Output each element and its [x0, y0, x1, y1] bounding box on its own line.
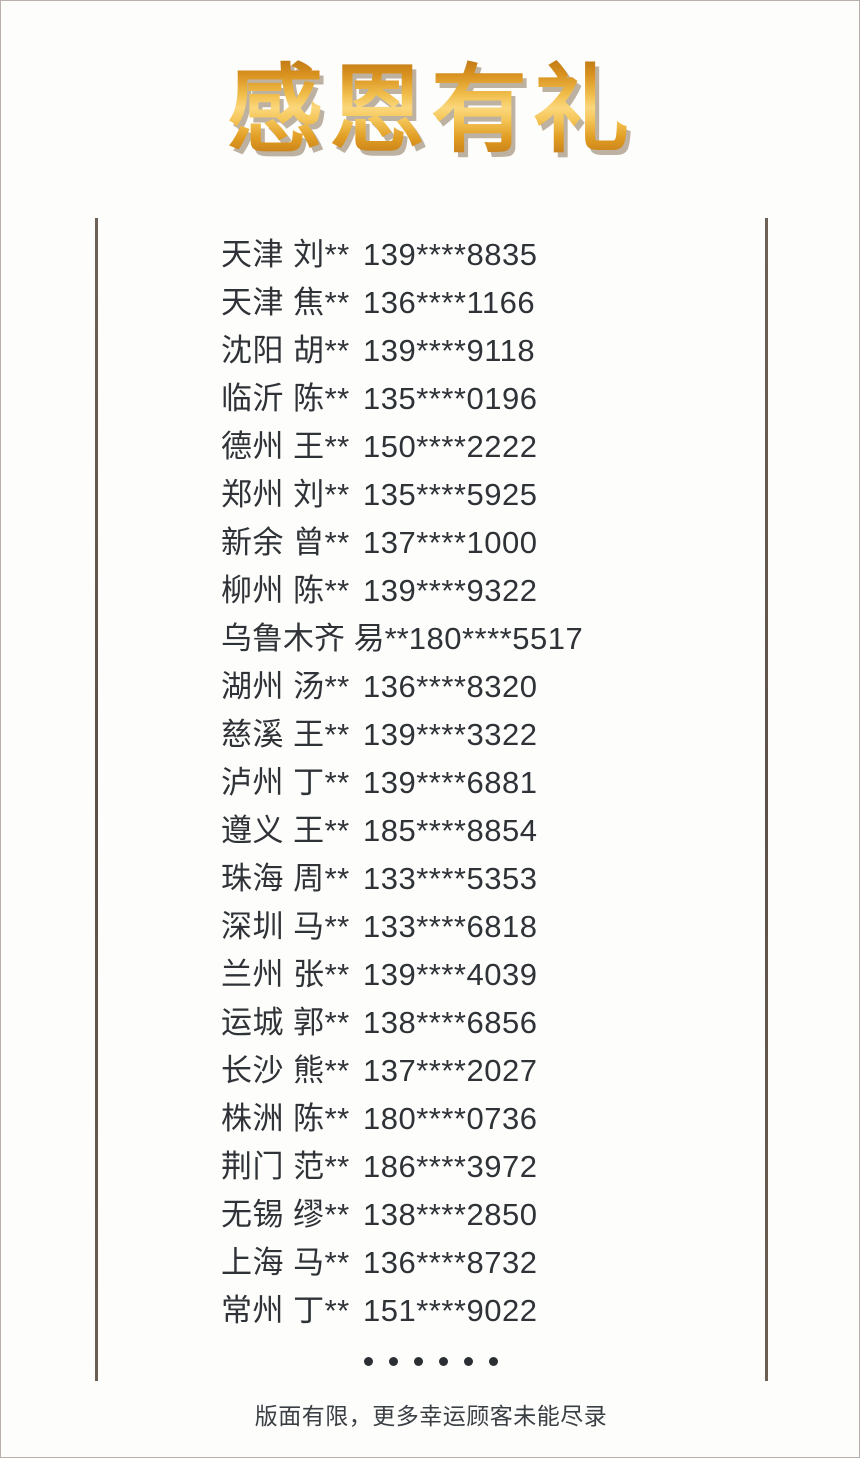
winner-city-name: 德州 王**: [221, 429, 350, 464]
winner-phone: 137****1000: [363, 525, 538, 560]
winner-city-name: 湖州 汤**: [221, 669, 350, 704]
winner-city-name: 泸州 丁**: [221, 765, 350, 800]
winner-row: 乌鲁木齐 易** 180****5517: [131, 613, 731, 661]
winner-row: 运城 郭** 138****6856: [131, 997, 731, 1045]
winner-phone: 138****2850: [363, 1197, 538, 1232]
winner-city-name: 乌鲁木齐 易**: [221, 621, 409, 656]
winner-row: 天津 刘** 139****8835: [131, 229, 731, 277]
winner-city-name: 慈溪 王**: [221, 717, 350, 752]
winner-city-name: 兰州 张**: [221, 957, 350, 992]
winner-city-name: 株洲 陈**: [221, 1101, 350, 1136]
winner-phone: 139****9118: [363, 333, 536, 368]
ellipsis-dot: [489, 1357, 498, 1366]
winner-row: 荆门 范** 186****3972: [131, 1141, 731, 1189]
winner-row: 株洲 陈** 180****0736: [131, 1093, 731, 1141]
ellipsis-dot: [464, 1357, 473, 1366]
ellipsis-dot: [414, 1357, 423, 1366]
winner-phone: 151****9022: [363, 1293, 538, 1328]
winner-row: 天津 焦** 136****1166: [131, 277, 731, 325]
winner-city-name: 天津 刘**: [221, 237, 350, 272]
footer-note: 版面有限，更多幸运顾客未能尽录: [254, 1403, 608, 1429]
winner-phone: 139****4039: [363, 957, 538, 992]
winner-city-name: 临沂 陈**: [221, 381, 350, 416]
winner-row: 柳州 陈** 139****9322: [131, 565, 731, 613]
winner-city-name: 上海 马**: [221, 1245, 350, 1280]
winner-row: 湖州 汤** 136****8320: [131, 661, 731, 709]
winner-city-name: 天津 焦**: [221, 285, 350, 320]
winner-city-name: 荆门 范**: [221, 1149, 350, 1184]
page-title: 感恩有礼: [227, 54, 635, 166]
winner-phone: 139****9322: [363, 573, 538, 608]
winner-row: 遵义 王** 185****8854: [131, 805, 731, 853]
winner-phone: 133****5353: [363, 861, 538, 896]
winner-phone: 136****1166: [363, 285, 536, 320]
right-vertical-rule: [765, 218, 768, 1381]
winner-row: 兰州 张** 139****4039: [131, 949, 731, 997]
winner-row: 新余 曾** 137****1000: [131, 517, 731, 565]
winner-phone: 135****5925: [363, 477, 538, 512]
winner-row: 无锡 缪** 138****2850: [131, 1189, 731, 1237]
winner-row: 德州 王** 150****2222: [131, 421, 731, 469]
winner-row: 上海 马** 136****8732: [131, 1237, 731, 1285]
winner-row: 慈溪 王** 139****3322: [131, 709, 731, 757]
winner-phone: 150****2222: [363, 429, 538, 464]
winner-phone: 138****6856: [363, 1005, 538, 1040]
winner-city-name: 常州 丁**: [221, 1293, 350, 1328]
winner-row: 深圳 马** 133****6818: [131, 901, 731, 949]
winner-phone: 136****8320: [363, 669, 538, 704]
left-vertical-rule: [95, 218, 98, 1381]
winner-phone: 186****3972: [363, 1149, 538, 1184]
winner-city-name: 遵义 王**: [221, 813, 350, 848]
winner-city-name: 长沙 熊**: [221, 1053, 350, 1088]
winner-row: 珠海 周** 133****5353: [131, 853, 731, 901]
winner-phone: 139****8835: [363, 237, 538, 272]
ellipsis-dot: [389, 1357, 398, 1366]
winner-phone: 185****8854: [363, 813, 538, 848]
ellipsis-dot: [439, 1357, 448, 1366]
winner-row: 泸州 丁** 139****6881: [131, 757, 731, 805]
winner-phone: 136****8732: [363, 1245, 538, 1280]
winner-row: 临沂 陈** 135****0196: [131, 373, 731, 421]
winner-city-name: 无锡 缪**: [221, 1197, 350, 1232]
winner-city-name: 柳州 陈**: [221, 573, 350, 608]
winner-phone: 133****6818: [363, 909, 538, 944]
winner-phone: 180****0736: [363, 1101, 538, 1136]
winner-phone: 135****0196: [363, 381, 538, 416]
winner-city-name: 运城 郭**: [221, 1005, 350, 1040]
winner-city-name: 深圳 马**: [221, 909, 350, 944]
winner-row: 沈阳 胡** 139****9118: [131, 325, 731, 373]
winner-phone: 137****2027: [363, 1053, 538, 1088]
winner-phone: 139****3322: [363, 717, 538, 752]
winner-city-name: 郑州 刘**: [221, 477, 350, 512]
ellipsis-dot: [364, 1357, 373, 1366]
ellipsis-dots: [1, 1357, 859, 1366]
winner-city-name: 新余 曾**: [221, 525, 350, 560]
winner-city-name: 沈阳 胡**: [221, 333, 350, 368]
winner-row: 常州 丁** 151****9022: [131, 1285, 731, 1333]
winner-row: 长沙 熊** 137****2027: [131, 1045, 731, 1093]
winner-row: 郑州 刘** 135****5925: [131, 469, 731, 517]
winner-phone: 139****6881: [363, 765, 538, 800]
winner-list: 天津 刘** 139****8835 天津 焦** 136****1166 沈阳 胡**…: [131, 229, 731, 1333]
winner-phone: 180****5517: [408, 621, 584, 656]
poster-title-container: 感恩有礼: [1, 54, 859, 166]
winner-city-name: 珠海 周**: [221, 861, 350, 896]
